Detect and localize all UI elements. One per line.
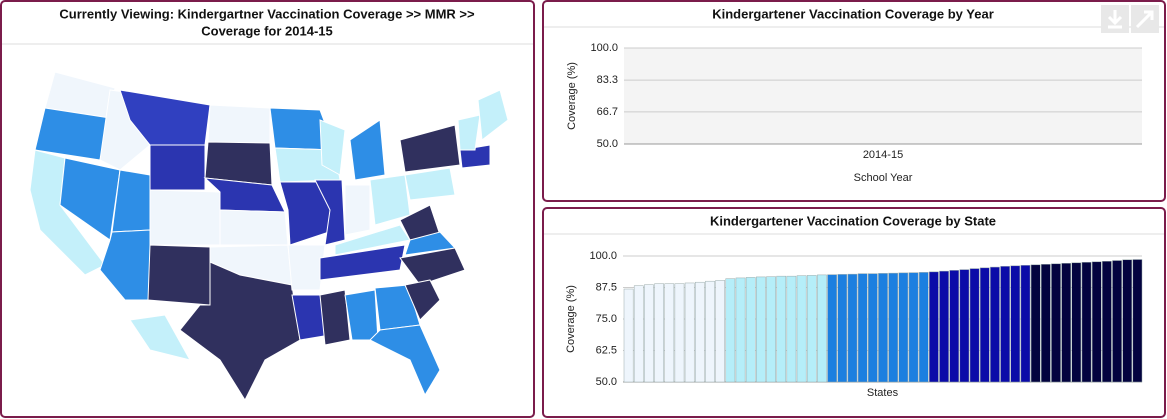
expand-icon: [1135, 10, 1154, 29]
chart-title: Kindergartener Vaccination Coverage by S…: [710, 213, 996, 228]
y-tick-label: 50.0: [597, 138, 618, 150]
plot-area: [624, 48, 1142, 144]
bar: [898, 272, 909, 383]
state: [459, 144, 491, 169]
state: [457, 114, 481, 151]
y-axis-label: Coverage (%): [565, 285, 577, 353]
bar: [959, 269, 970, 383]
bar: [1132, 259, 1143, 383]
bar: [806, 275, 817, 383]
bar: [715, 280, 726, 383]
state: [319, 289, 351, 346]
bar: [979, 267, 990, 383]
x-axis-label: States: [867, 387, 899, 399]
y-tick-label: 62.5: [596, 344, 617, 356]
bar: [1030, 264, 1041, 383]
bar: [1102, 261, 1112, 383]
state: [477, 89, 509, 141]
bar: [1020, 265, 1031, 383]
state: [149, 144, 206, 191]
state: [319, 119, 346, 176]
state: [129, 314, 191, 361]
bar: [725, 278, 736, 383]
bar: [644, 284, 654, 383]
bar: [796, 275, 807, 383]
bar: [837, 274, 848, 383]
bar: [949, 270, 960, 383]
y-tick-label: 100.0: [590, 42, 618, 54]
bar: [929, 271, 939, 383]
bar: [1051, 263, 1061, 383]
bar: [705, 280, 715, 383]
state: [34, 107, 111, 161]
bar: [684, 282, 695, 383]
y-axis-label: Coverage (%): [566, 62, 578, 130]
y-tick-label: 66.7: [597, 106, 618, 118]
state: [314, 179, 346, 246]
bar: [1091, 261, 1102, 383]
bar: [990, 266, 1000, 383]
bar: [654, 283, 664, 383]
map-title: Coverage for 2014-15: [201, 23, 333, 38]
state: [399, 247, 466, 286]
bar: [735, 277, 746, 383]
bar: [867, 273, 878, 383]
bar: [786, 275, 797, 383]
bar: [1081, 262, 1092, 383]
bar: [878, 273, 888, 383]
state: [369, 324, 441, 397]
bar: [817, 274, 827, 383]
bar: [694, 281, 705, 383]
state: [147, 244, 211, 306]
bar: [847, 273, 858, 383]
bar: [664, 283, 675, 383]
y-tick-label: 75.0: [596, 313, 617, 325]
bar: [766, 276, 776, 383]
bar: [623, 288, 634, 383]
bar: [745, 277, 756, 383]
bar: [1061, 263, 1072, 383]
bar: [1000, 266, 1010, 383]
state: [287, 244, 326, 291]
state: [219, 209, 289, 246]
bar: [756, 276, 766, 383]
export-icons[interactable]: [1101, 5, 1159, 33]
bar: [827, 274, 837, 383]
bar: [674, 283, 685, 383]
us-map: [29, 71, 509, 402]
y-tick-label: 87.5: [596, 281, 617, 293]
bar: [1010, 265, 1021, 383]
state: [404, 279, 441, 321]
chart-title: Kindergartener Vaccination Coverage by Y…: [712, 6, 994, 21]
map-title: Currently Viewing: Kindergartner Vaccina…: [59, 6, 475, 21]
download-icon: [1107, 10, 1123, 29]
bar: [1112, 260, 1122, 383]
state: [207, 104, 271, 144]
bar: [857, 273, 868, 383]
bar: [888, 272, 899, 383]
y-tick-label: 50.0: [596, 376, 617, 388]
bar: [908, 272, 919, 383]
state: [149, 189, 221, 246]
x-axis-label: School Year: [854, 172, 913, 184]
state: [344, 184, 371, 236]
state: [349, 119, 386, 181]
bar: [1122, 259, 1133, 383]
bar: [633, 285, 644, 383]
bar: [1040, 264, 1051, 383]
state: [404, 167, 456, 201]
state: [399, 124, 461, 173]
y-tick-label: 83.3: [597, 74, 618, 86]
state: [319, 244, 406, 281]
bar: [1071, 262, 1082, 383]
x-tick-label: 2014-15: [863, 149, 903, 161]
bar: [776, 275, 787, 383]
bar: [939, 270, 949, 383]
state: [179, 261, 301, 402]
bar: [918, 272, 929, 383]
y-tick-label: 100.0: [589, 250, 617, 262]
bar: [969, 268, 980, 383]
